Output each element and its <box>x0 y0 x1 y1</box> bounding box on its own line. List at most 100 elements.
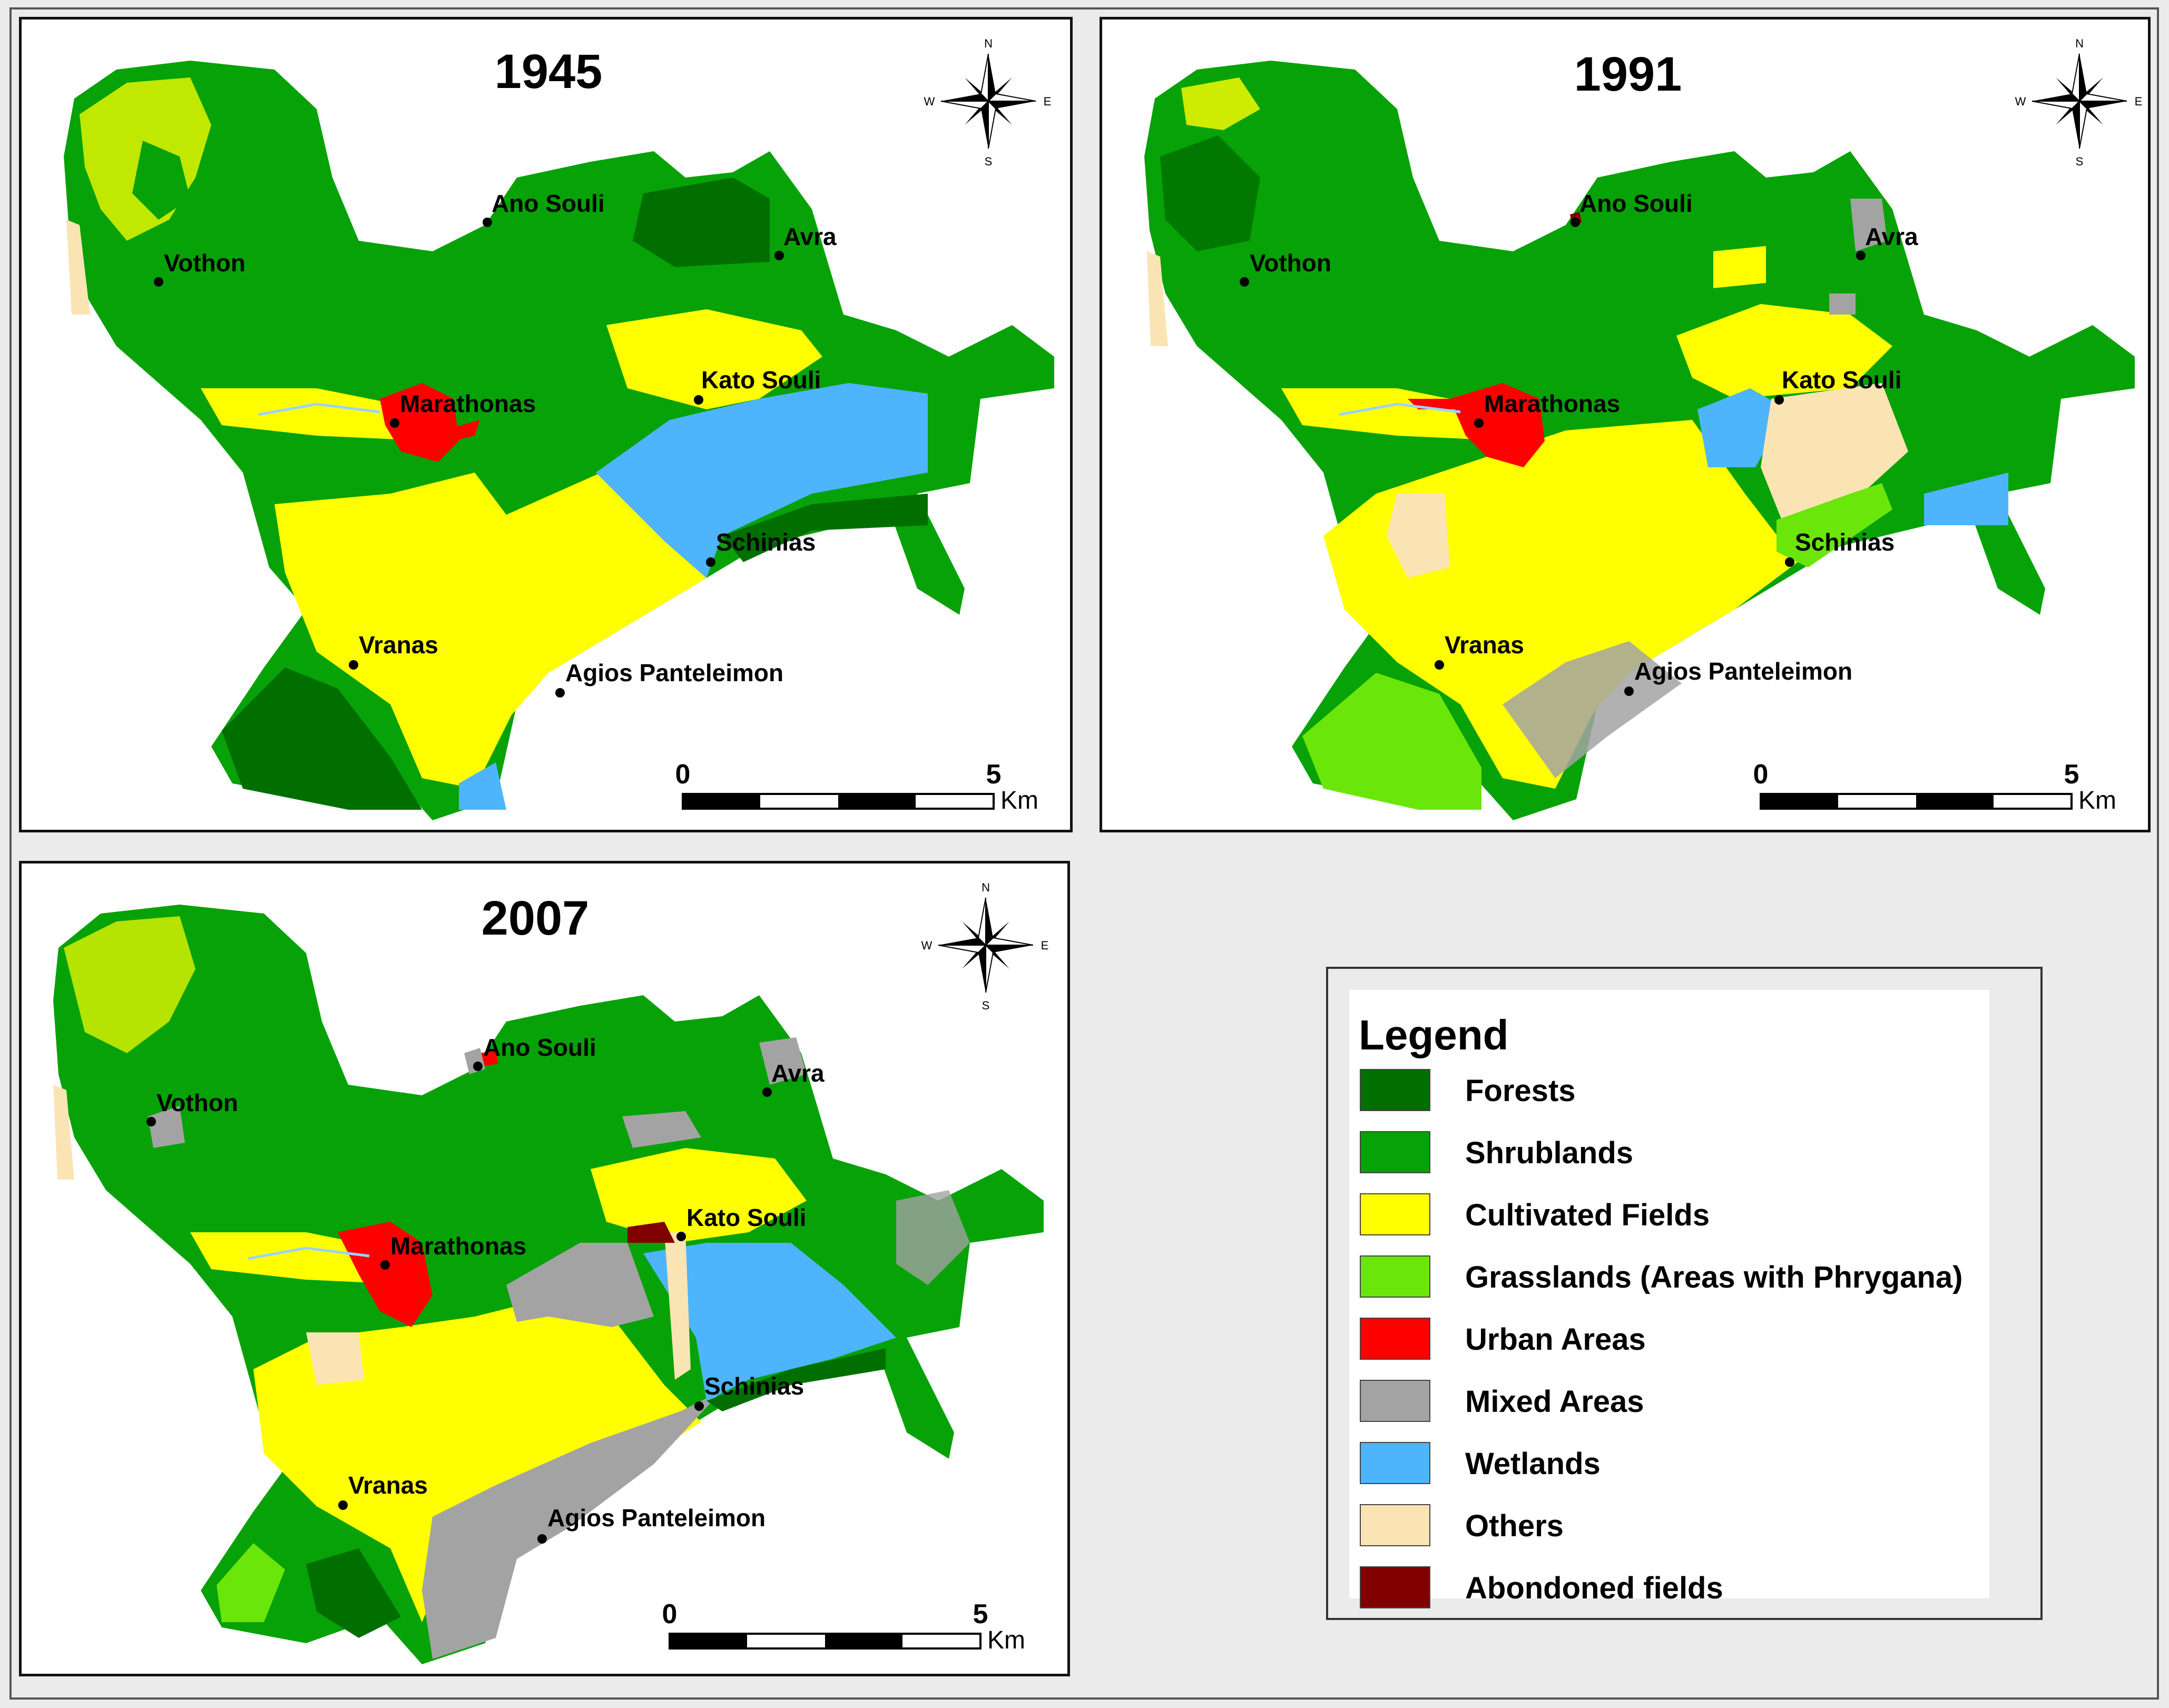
place-agios-panteleimon: Agios Panteleimon <box>565 659 783 686</box>
place-dot <box>1474 418 1484 428</box>
place-schinias: Schinias <box>704 1372 804 1400</box>
place-vranas: Vranas <box>348 1471 428 1499</box>
place-dot <box>146 1117 156 1126</box>
legend-swatch <box>1360 1318 1430 1360</box>
compass-s: S <box>985 155 993 168</box>
mixed-avra <box>1850 199 1887 251</box>
scale-bar: 0 5 Km <box>1753 759 2116 814</box>
river-line <box>258 403 380 416</box>
mixed-east <box>896 1190 970 1285</box>
place-vothon: Vothon <box>156 1089 238 1116</box>
compass-n: N <box>984 37 993 50</box>
place-dot <box>338 1500 348 1510</box>
place-dot <box>380 1260 390 1270</box>
place-dot <box>555 688 565 698</box>
compass-rose-icon: N S E W <box>2015 37 2143 168</box>
compass-n: N <box>2075 37 2084 50</box>
others-strip-west <box>53 1085 74 1180</box>
scale-zero: 0 <box>1753 759 1769 790</box>
place-marathonas: Marathonas <box>390 1232 526 1260</box>
place-ano-souli: Ano Souli <box>483 1034 596 1061</box>
cultivated-patch-w <box>132 141 190 220</box>
place-dot <box>390 418 399 428</box>
place-vranas: Vranas <box>1445 631 1524 659</box>
urban-marathonas <box>338 1222 433 1327</box>
others-road <box>664 1232 691 1380</box>
place-agios-panteleimon: Agios Panteleimon <box>1634 657 1852 685</box>
place-dot <box>473 1062 483 1071</box>
legend-label: Mixed Areas <box>1465 1385 1644 1419</box>
scale-zero: 0 <box>675 759 691 790</box>
others-large <box>1761 383 1908 520</box>
cultivated-patch-nw <box>1181 77 1260 130</box>
wetland-south <box>459 762 506 810</box>
others-small <box>306 1332 364 1385</box>
forest-schinias-strip <box>722 494 928 562</box>
mixed-kato-souli <box>1829 293 1856 315</box>
place-kato-souli: Kato Souli <box>686 1204 806 1231</box>
map-2007-canvas: 2007 N S E W Ano Souli Avra Vothon <box>53 881 1048 1664</box>
place-dot <box>694 395 703 405</box>
cultivated-patch-nw <box>64 916 195 1053</box>
legend-label: Abondoned fields <box>1465 1571 1723 1605</box>
place-dot <box>1624 686 1634 696</box>
place-kato-souli: Kato Souli <box>701 366 821 394</box>
urban-marathonas <box>1450 383 1545 467</box>
place-marathonas: Marathonas <box>1484 390 1620 417</box>
scale-bar: 0 5 Km <box>662 1599 1025 1654</box>
place-ano-souli: Ano Souli <box>1579 190 1693 217</box>
cultivated-kato-souli <box>1676 304 1892 399</box>
forest-schinias-strip <box>706 1348 886 1411</box>
place-agios-panteleimon: Agios Panteleimon <box>547 1504 765 1532</box>
place-dot <box>762 1087 772 1097</box>
legend-box: Legend Forests Shrublands Cultivated Field… <box>1326 967 2043 1620</box>
place-marathonas: Marathonas <box>400 390 536 417</box>
forest-region-ne <box>633 178 770 267</box>
place-schinias: Schinias <box>716 528 816 556</box>
legend-label: Wetlands <box>1465 1447 1601 1481</box>
mixed-agios <box>1503 641 1682 778</box>
legend-swatch <box>1360 1131 1430 1173</box>
legend-label: Cultivated Fields <box>1465 1198 1710 1232</box>
legend-swatch <box>1360 1255 1430 1298</box>
place-dot <box>154 277 163 287</box>
place-dot <box>1774 395 1784 405</box>
wetland-region <box>596 383 928 578</box>
legend-label: Forests <box>1465 1074 1576 1108</box>
legend-label: Others <box>1465 1509 1564 1543</box>
cultivated-kato-souli <box>606 309 822 409</box>
legend-item: Forests <box>1360 1069 1981 1111</box>
forest-region-sw <box>222 668 422 810</box>
others-strip-west <box>66 220 90 315</box>
legend-swatch <box>1360 1504 1430 1546</box>
forest-patch-nw <box>1160 135 1260 251</box>
place-dot <box>1435 660 1444 670</box>
legend-swatch <box>1360 1069 1430 1111</box>
grassland-schinias <box>1777 483 1892 567</box>
legend-title: Legend <box>1359 1012 1509 1058</box>
scale-max: 5 <box>986 759 1002 790</box>
place-dot <box>1856 251 1866 260</box>
compass-e: E <box>2135 95 2143 108</box>
grassland-sw <box>1302 673 1481 810</box>
mixed-avra <box>759 1037 807 1085</box>
compass-w: W <box>921 939 933 952</box>
legend-panel: Legend Forests Shrublands Cultivated Field… <box>1349 990 1989 1608</box>
compass-e: E <box>1044 95 1052 108</box>
place-schinias: Schinias <box>1795 528 1895 556</box>
scale-unit: Km <box>1000 787 1038 814</box>
cultivated-plain <box>253 1301 701 1622</box>
wetland-region <box>643 1243 896 1401</box>
scale-unit: Km <box>2078 787 2116 814</box>
scale-max: 5 <box>2064 759 2079 790</box>
mixed-central <box>506 1243 654 1327</box>
legend-swatch <box>1360 1566 1430 1608</box>
abandoned-kato-souli <box>627 1222 675 1243</box>
legend-label: Grasslands (Areas with Phrygana) <box>1465 1260 1963 1294</box>
map-panel-1991: 1991 N S E W Ano Souli Avra Vothon <box>1100 17 2151 832</box>
legend-item: Wetlands <box>1360 1442 1981 1484</box>
others-strip-west <box>1147 251 1168 346</box>
urban-marathonas-road <box>443 420 480 441</box>
place-ano-souli: Ano Souli <box>492 190 605 217</box>
place-dot <box>676 1232 686 1241</box>
